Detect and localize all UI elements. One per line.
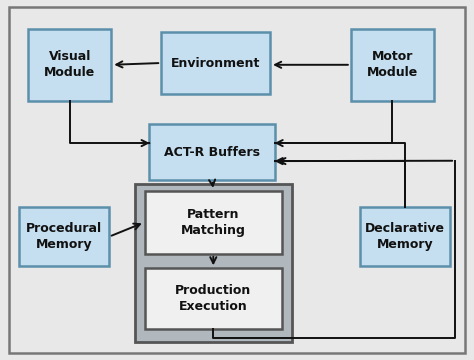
- Bar: [145, 191, 282, 254]
- Bar: [149, 124, 275, 180]
- Text: Environment: Environment: [171, 57, 260, 69]
- Bar: [145, 268, 282, 329]
- Bar: [351, 29, 434, 101]
- Text: Procedural
Memory: Procedural Memory: [26, 222, 102, 251]
- Bar: [161, 32, 270, 94]
- Text: Motor
Module: Motor Module: [366, 50, 418, 79]
- Text: Pattern
Matching: Pattern Matching: [181, 208, 246, 237]
- Bar: [19, 207, 109, 266]
- Bar: [135, 184, 292, 342]
- Text: Production
Execution: Production Execution: [175, 284, 251, 313]
- Text: ACT-R Buffers: ACT-R Buffers: [164, 145, 260, 159]
- Text: Visual
Module: Visual Module: [44, 50, 96, 79]
- Bar: [360, 207, 450, 266]
- Bar: [28, 29, 111, 101]
- Text: Declarative
Memory: Declarative Memory: [365, 222, 445, 251]
